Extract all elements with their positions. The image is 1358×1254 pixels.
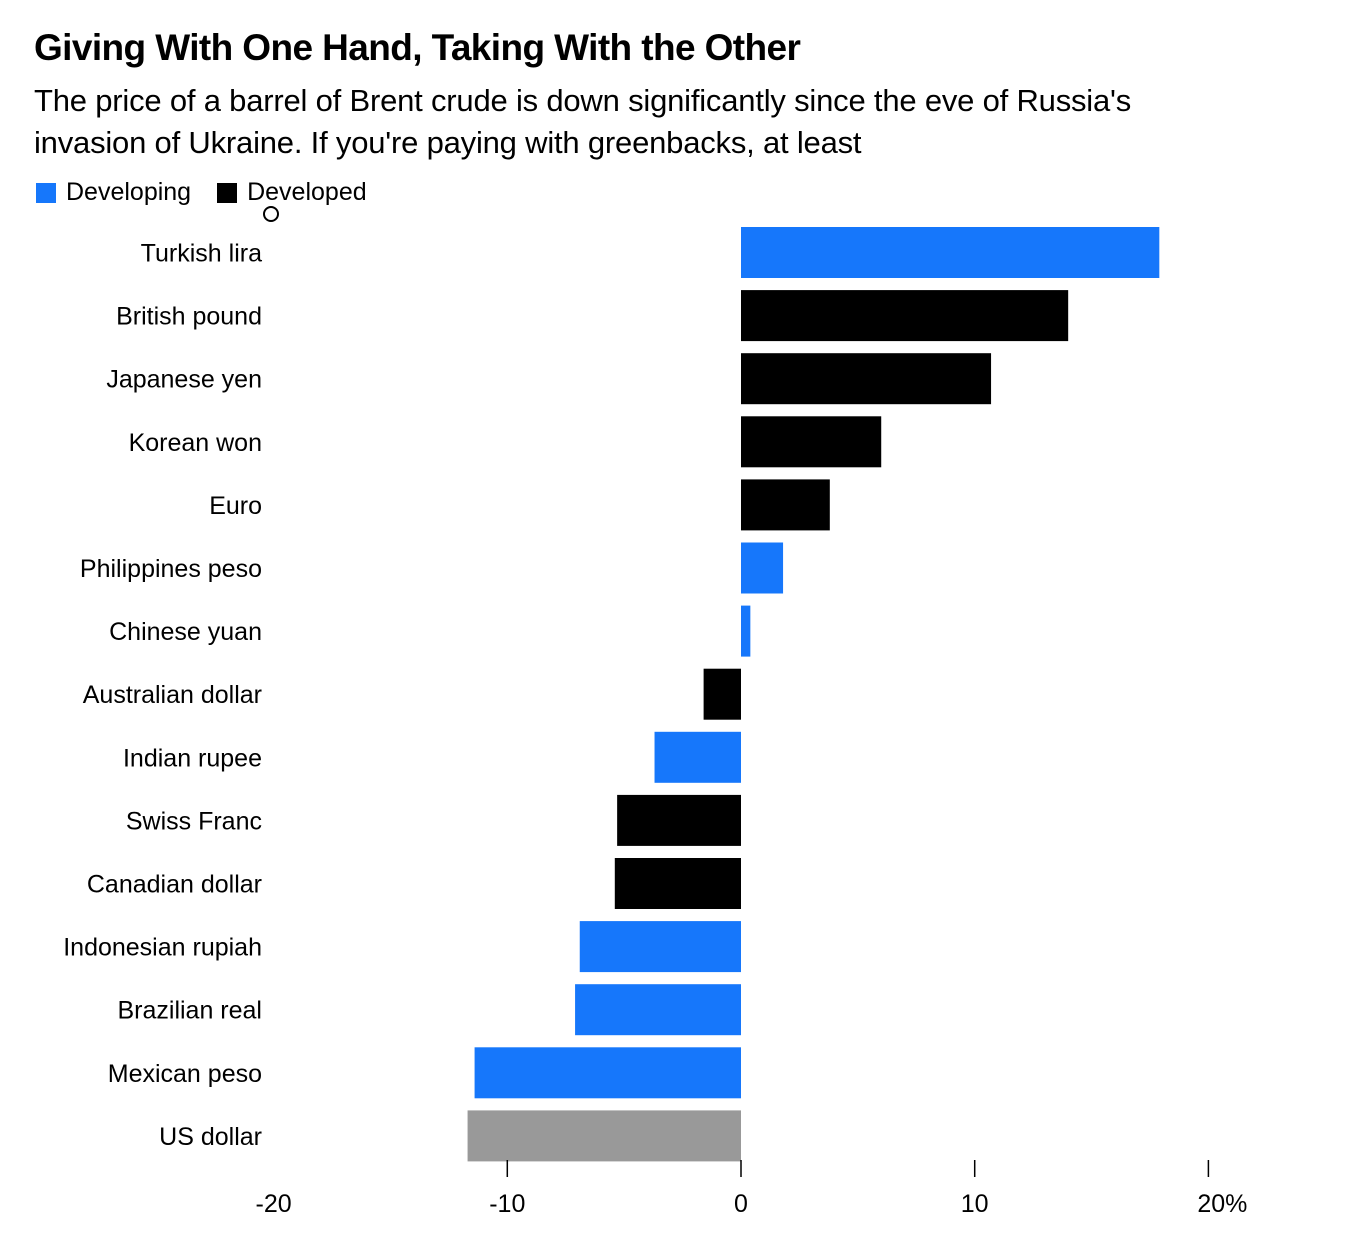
bar-turkish-lira (741, 227, 1160, 278)
bar-mexican-peso (474, 1047, 741, 1099)
category-label-japanese-yen: Japanese yen (106, 366, 262, 394)
category-label-canadian-dollar: Canadian dollar (87, 871, 262, 899)
category-label-philippines-peso: Philippines peso (80, 555, 262, 583)
category-label-euro: Euro (209, 492, 262, 520)
legend-swatch-developing (36, 182, 56, 203)
bar-canadian-dollar (614, 858, 741, 909)
bar-swiss-franc (617, 794, 741, 846)
category-label-british-pound: British pound (116, 303, 262, 331)
bar-brazilian-real (575, 984, 741, 1036)
cursor-icon (263, 206, 279, 222)
legend-label-developed: Developed (247, 178, 367, 206)
bar-australian-dollar (703, 668, 741, 720)
x-tick-label-3: 10 (961, 1190, 989, 1218)
category-label-swiss-franc: Swiss Franc (126, 807, 262, 835)
bar-japanese-yen (741, 353, 992, 405)
category-label-australian-dollar: Australian dollar (83, 681, 262, 709)
category-label-indonesian-rupiah: Indonesian rupiah (63, 934, 262, 962)
category-label-us-dollar: US dollar (159, 1123, 262, 1151)
bar-british-pound (741, 290, 1069, 342)
x-tick-label-2: 0 (734, 1190, 748, 1218)
bar-korean-won (741, 416, 882, 468)
category-label-korean-won: Korean won (129, 429, 262, 457)
bar-us-dollar (467, 1110, 741, 1162)
category-label-brazilian-real: Brazilian real (117, 997, 262, 1025)
bar-indian-rupee (654, 731, 741, 783)
legend-item-developed: Developed (217, 178, 367, 207)
category-label-chinese-yuan: Chinese yuan (109, 618, 262, 646)
category-label-turkish-lira: Turkish lira (141, 240, 262, 268)
x-tick-label-4: 20% (1197, 1190, 1247, 1218)
bar-chinese-yuan (741, 605, 751, 657)
category-labels-group: Turkish lira British pound Japanese yen Kor… (63, 240, 262, 1151)
bars-group (467, 227, 1160, 1162)
bar-philippines-peso (741, 542, 784, 594)
category-label-mexican-peso: Mexican peso (108, 1060, 262, 1088)
x-tick-label-1: -10 (489, 1190, 525, 1218)
x-tick-label-0: -20 (256, 1190, 292, 1218)
legend-label-developing: Developing (66, 178, 192, 206)
bar-euro (741, 479, 830, 531)
chart-title: Giving With One Hand, Taking With the Ot… (34, 27, 801, 68)
legend-swatch-developed (217, 182, 238, 203)
category-label-indian-rupee: Indian rupee (123, 744, 262, 772)
legend-item-developing: Developing (36, 178, 191, 207)
chart-subtitle: The price of a barrel of Brent crude is … (34, 83, 1132, 160)
legend: Developing Developed (36, 178, 393, 207)
x-axis-group: -20 -10 0 10 20% (256, 1160, 1247, 1218)
bar-indonesian-rupiah (579, 921, 741, 973)
